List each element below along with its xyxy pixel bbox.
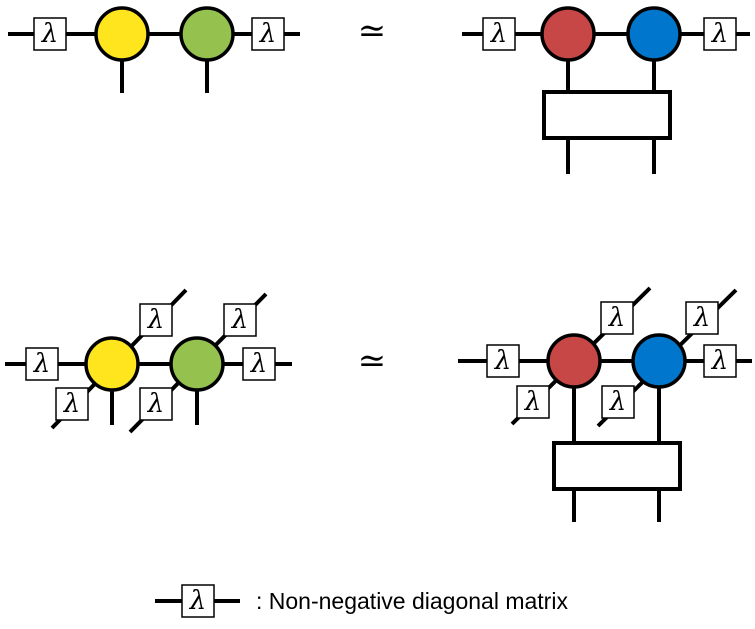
two-site-gate-box — [552, 441, 682, 491]
lambda-label: λ — [63, 389, 80, 419]
tensor-yellow — [84, 336, 140, 392]
lambda-box: λ — [55, 387, 89, 421]
lambda-box: λ — [685, 301, 719, 335]
lambda-label: λ — [490, 19, 507, 49]
lambda-label: λ — [231, 305, 248, 335]
lambda-box: λ — [486, 344, 520, 378]
tensor-blue — [631, 333, 687, 389]
lambda-box: λ — [223, 303, 257, 337]
lambda-box: λ — [482, 17, 516, 51]
lambda-box: λ — [242, 347, 276, 381]
tensor-red — [540, 6, 596, 62]
two-site-gate-box — [542, 90, 672, 140]
lambda-box: λ — [703, 344, 737, 378]
tensor-yellow — [94, 6, 150, 62]
lambda-label: λ — [250, 349, 267, 379]
lambda-label: λ — [259, 19, 276, 49]
lambda-label: λ — [711, 346, 728, 376]
lambda-box: λ — [601, 385, 635, 419]
lambda-label: λ — [608, 303, 625, 333]
tensor-green — [169, 336, 225, 392]
lambda-box: λ — [25, 347, 59, 381]
lambda-label: λ — [494, 346, 511, 376]
lambda-box: λ — [33, 17, 67, 51]
lambda-box: λ — [600, 301, 634, 335]
lambda-label: λ — [41, 19, 58, 49]
tensor-red — [546, 333, 602, 389]
lambda-box: λ — [516, 385, 550, 419]
legend-label: : Non-negative diagonal matrix — [256, 588, 568, 614]
lambda-box: λ — [251, 17, 285, 51]
lambda-label: λ — [711, 19, 728, 49]
lambda-label: λ — [147, 389, 164, 419]
lambda-box: λ — [139, 387, 173, 421]
top-right-network — [462, 6, 750, 174]
tensor-green — [179, 6, 235, 62]
legend: λ : Non-negative diagonal matrix — [155, 584, 568, 618]
lambda-box: λ — [181, 584, 215, 618]
lambda-box: λ — [703, 17, 737, 51]
lambda-label: λ — [524, 387, 541, 417]
lambda-label: λ — [147, 305, 164, 335]
bottom-right-network — [458, 286, 752, 522]
tensor-blue — [626, 6, 682, 62]
lambda-box: λ — [139, 303, 173, 337]
lambda-label: λ — [33, 349, 50, 379]
lambda-label: λ — [693, 303, 710, 333]
equivalence-symbol: ≃ — [358, 11, 387, 51]
lambda-label: λ — [189, 586, 206, 616]
equivalence-symbol: ≃ — [358, 341, 387, 381]
lambda-label: λ — [609, 387, 626, 417]
